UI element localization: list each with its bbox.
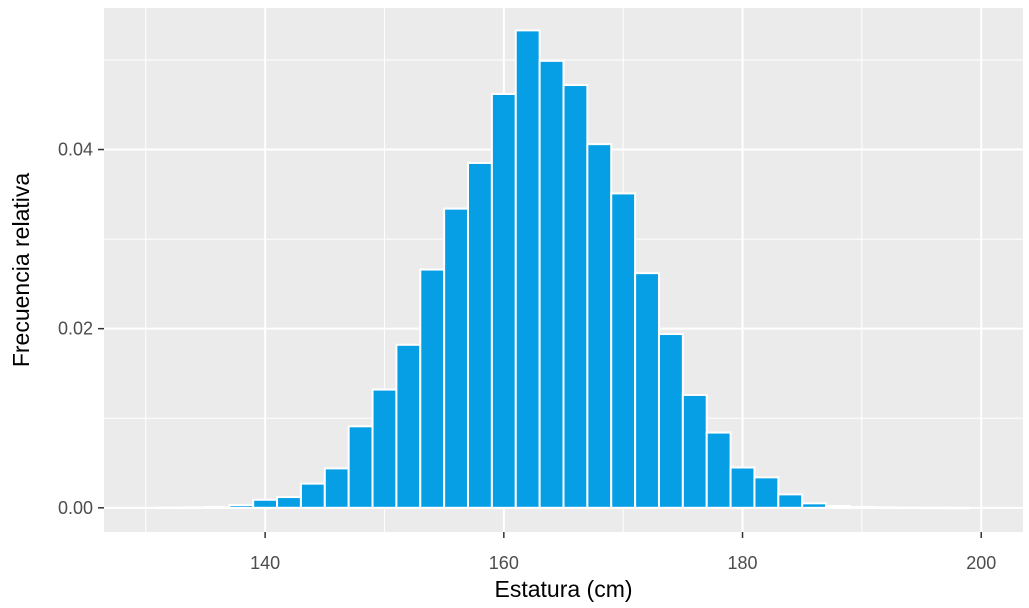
histogram-bar xyxy=(180,506,207,509)
histogram-bar xyxy=(681,393,708,509)
histogram-bar xyxy=(156,506,183,510)
histogram-bar xyxy=(347,425,374,509)
histogram-bar xyxy=(419,268,446,509)
histogram-bar xyxy=(299,482,326,509)
histogram-bar xyxy=(848,505,875,509)
histogram-bar xyxy=(634,272,660,509)
x-axis-title: Estatura (cm) xyxy=(494,576,632,602)
histogram-bars xyxy=(156,29,971,510)
histogram-bar xyxy=(705,431,732,509)
histogram-bar xyxy=(514,29,541,509)
histogram-bar xyxy=(252,498,279,509)
histogram-bar xyxy=(443,207,470,509)
histogram-bar xyxy=(395,343,422,509)
histogram-bar xyxy=(204,505,231,509)
histogram-bar xyxy=(753,476,780,509)
histogram-bar xyxy=(371,388,398,509)
x-tick-label: 160 xyxy=(489,553,519,573)
histogram-bar xyxy=(610,192,637,509)
histogram-bar xyxy=(872,506,899,509)
histogram-bar xyxy=(562,84,589,509)
histogram-bar xyxy=(467,161,493,509)
histogram-bar xyxy=(777,493,804,509)
histogram-bar xyxy=(801,502,828,509)
histogram-bar xyxy=(729,466,756,509)
histogram-bar xyxy=(490,92,517,509)
x-tick-label: 140 xyxy=(250,553,280,573)
histogram-bar xyxy=(228,504,255,509)
histogram-bar xyxy=(896,506,923,510)
y-axis: 0.00 0.02 0.04 xyxy=(58,140,104,518)
histogram-bar xyxy=(538,59,565,509)
x-tick-label: 180 xyxy=(728,553,758,573)
histogram-bar xyxy=(323,467,350,509)
y-axis-title: Frecuencia relativa xyxy=(8,173,34,368)
histogram-bar xyxy=(657,333,684,509)
y-tick-label: 0.04 xyxy=(58,140,93,160)
histogram-bar xyxy=(825,505,851,509)
x-tick-label: 200 xyxy=(966,553,996,573)
histogram-bar xyxy=(920,506,947,510)
histogram-bar xyxy=(944,506,971,510)
y-tick-label: 0.00 xyxy=(58,498,93,518)
x-axis: 140 160 180 200 xyxy=(250,532,996,573)
y-tick-label: 0.02 xyxy=(58,319,93,339)
histogram-bar xyxy=(276,496,302,509)
histogram-bar xyxy=(586,143,613,509)
